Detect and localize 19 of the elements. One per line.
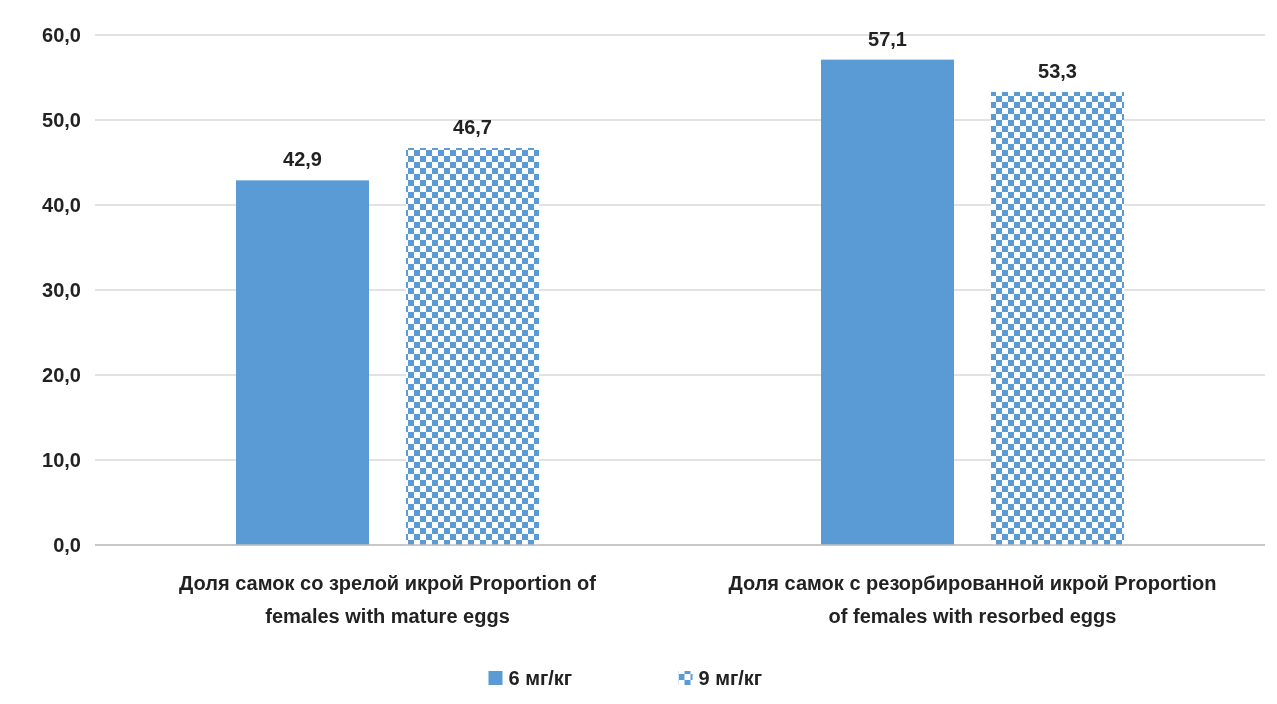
data-label: 42,9 bbox=[283, 148, 322, 171]
x-tick-label: Доля самок с резорбированной икрой Proportion of females with resorbed eggs bbox=[728, 572, 1217, 627]
y-tick-label: 40,0 bbox=[42, 194, 81, 216]
bar bbox=[406, 148, 539, 545]
y-tick-label: 10,0 bbox=[42, 449, 81, 471]
bar bbox=[236, 180, 369, 545]
bar bbox=[991, 91, 1124, 545]
x-tick-label: Доля самок со зрелой икрой Proportion of females with mature eggs bbox=[179, 572, 597, 627]
data-label: 57,1 bbox=[868, 27, 907, 50]
bar bbox=[821, 59, 954, 545]
legend-label: 9 мг/кг bbox=[698, 667, 763, 689]
data-label: 53,3 bbox=[1038, 59, 1077, 82]
y-tick-label: 0,0 bbox=[53, 534, 81, 556]
y-tick-label: 60,0 bbox=[42, 24, 81, 46]
y-tick-label: 50,0 bbox=[42, 109, 81, 131]
y-tick-label: 20,0 bbox=[42, 364, 81, 386]
y-tick-label: 30,0 bbox=[42, 279, 81, 301]
legend-label: 6 мг/кг bbox=[508, 667, 573, 689]
data-label: 46,7 bbox=[453, 116, 492, 139]
